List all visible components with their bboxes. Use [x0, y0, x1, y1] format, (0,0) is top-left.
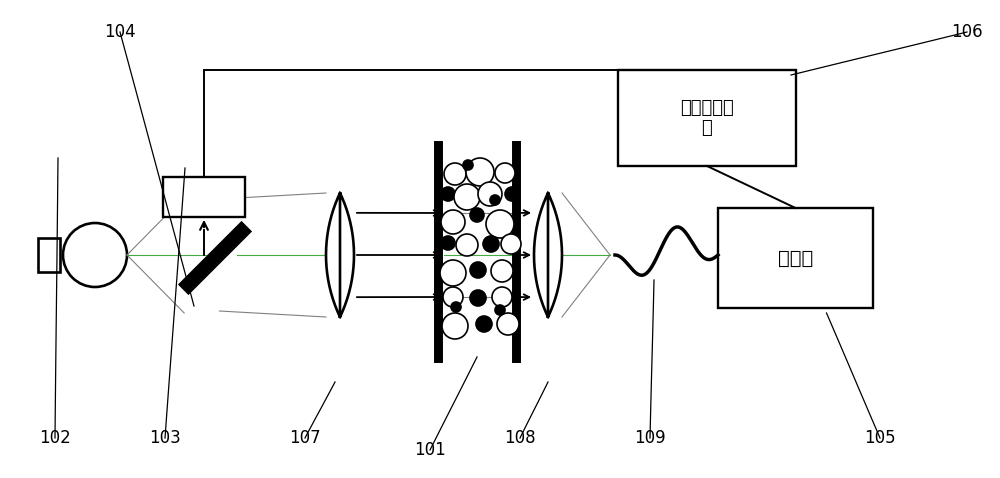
Text: 101: 101	[414, 441, 446, 459]
Bar	[163, 177, 245, 217]
Circle shape	[505, 187, 519, 201]
Text: 103: 103	[149, 429, 181, 447]
Circle shape	[476, 316, 492, 332]
Polygon shape	[534, 193, 562, 317]
Circle shape	[441, 210, 465, 234]
Circle shape	[470, 208, 484, 222]
Circle shape	[495, 163, 515, 183]
Bar	[513, 142, 520, 362]
Circle shape	[441, 236, 455, 250]
Circle shape	[444, 163, 466, 185]
Circle shape	[451, 302, 461, 312]
Text: 105: 105	[864, 429, 896, 447]
Circle shape	[478, 182, 502, 206]
Circle shape	[486, 210, 514, 238]
Circle shape	[470, 290, 486, 306]
Circle shape	[483, 236, 499, 252]
Text: 102: 102	[39, 429, 71, 447]
Text: 109: 109	[634, 429, 666, 447]
Text: 104: 104	[104, 23, 136, 41]
Text: 106: 106	[951, 23, 983, 41]
Circle shape	[501, 234, 521, 254]
Circle shape	[466, 158, 494, 186]
Circle shape	[495, 305, 505, 315]
Polygon shape	[326, 193, 354, 317]
Circle shape	[454, 184, 480, 210]
Polygon shape	[179, 222, 251, 293]
Bar	[38, 238, 60, 272]
Circle shape	[463, 160, 473, 170]
Circle shape	[456, 234, 478, 256]
Circle shape	[441, 187, 455, 201]
Text: 光谱仪: 光谱仪	[778, 249, 813, 268]
Circle shape	[443, 287, 463, 307]
Text: 信号处理电
路: 信号处理电 路	[680, 98, 734, 137]
Circle shape	[440, 260, 466, 286]
Text: 108: 108	[504, 429, 536, 447]
Circle shape	[490, 195, 500, 205]
Text: 107: 107	[289, 429, 321, 447]
Circle shape	[491, 260, 513, 282]
Bar	[435, 142, 442, 362]
Circle shape	[492, 287, 512, 307]
Circle shape	[442, 313, 468, 339]
Bar	[718, 208, 873, 308]
Bar	[618, 70, 796, 166]
Circle shape	[470, 262, 486, 278]
Circle shape	[497, 313, 519, 335]
